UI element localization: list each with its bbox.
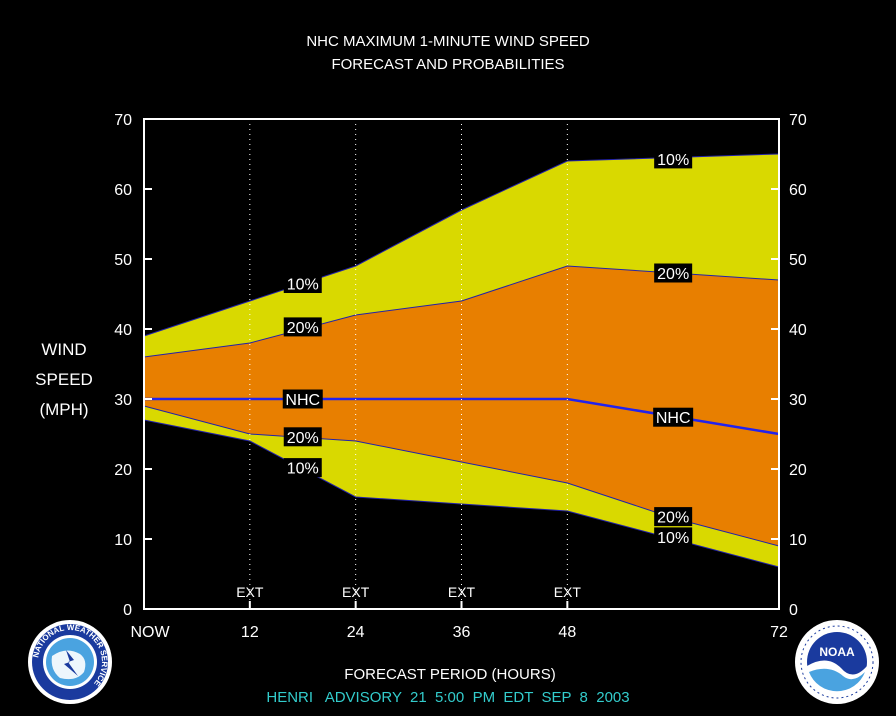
ext-label-48: EXT (554, 584, 582, 600)
series-label-5: NHC (653, 407, 694, 427)
ext-label-36: EXT (448, 584, 476, 600)
y-tick-label-right-10: 10 (789, 532, 807, 549)
x-tick-label-36: 36 (453, 624, 471, 641)
y-label-line-3: (MPH) (39, 400, 88, 419)
series-label-box-8 (654, 507, 693, 527)
x-tick-label-12: 12 (241, 624, 259, 641)
y-tick-label-right-50: 50 (789, 252, 807, 269)
y-label-line-1: WIND (41, 340, 86, 359)
series-label-text-5: NHC (656, 410, 691, 427)
series-label-box-7 (283, 458, 322, 478)
series-label-box-0 (654, 149, 693, 169)
series-label-1: 20% (654, 263, 693, 283)
noaa-logo-text: NOAA (819, 645, 855, 659)
series-label-text-8: 20% (657, 510, 689, 527)
series-label-text-9: 10% (657, 530, 689, 547)
y-axis-label: WIND SPEED (MPH) (35, 340, 93, 419)
y-tick-label-left-0: 0 (123, 602, 132, 619)
series-label-box-3 (283, 317, 322, 337)
nws-logo: NATIONAL WEATHER SERVICE NATIONAL WEATHE… (28, 620, 112, 704)
chart-subtitle: FORECAST AND PROBABILITIES (331, 56, 564, 73)
ext-label-12: EXT (236, 584, 264, 600)
y-tick-label-right-60: 60 (789, 182, 807, 199)
series-label-text-2: 10% (287, 277, 319, 294)
series-label-text-6: 20% (287, 430, 319, 447)
advisory-footer: HENRI ADVISORY 21 5:00 PM EDT SEP 8 2003 (266, 689, 629, 706)
series-label-text-3: 20% (287, 320, 319, 337)
series-label-text-4: NHC (285, 392, 320, 409)
series-label-7: 10% (283, 458, 322, 478)
y-tick-label-right-0: 0 (789, 602, 798, 619)
x-tick-label-now: NOW (130, 624, 170, 641)
series-label-box-2 (283, 274, 322, 293)
plot-area (143, 153, 780, 568)
y-tick-label-left-70: 70 (114, 112, 132, 129)
x-axis-label: FORECAST PERIOD (HOURS) (344, 666, 555, 683)
series-label-box-9 (654, 527, 693, 547)
series-label-box-6 (283, 427, 322, 447)
y-tick-label-left-60: 60 (114, 182, 132, 199)
series-label-6: 20% (283, 427, 322, 447)
series-label-text-0: 10% (657, 152, 689, 169)
ext-markers: EXT EXT EXT EXT (236, 119, 581, 609)
y-tick-label-left-50: 50 (114, 252, 132, 269)
noaa-logo: NOAA (795, 620, 879, 704)
y-label-line-2: SPEED (35, 370, 93, 389)
series-labels: 10% 20% 10% 20% NHC NHC 20% 10% 20% 10% (282, 149, 694, 547)
y-tick-label-right-20: 20 (789, 462, 807, 479)
series-label-box-5 (653, 407, 694, 427)
y-tick-label-left-10: 10 (114, 532, 132, 549)
y-tick-label-left-20: 20 (114, 462, 132, 479)
y-tick-label-right-70: 70 (789, 112, 807, 129)
series-label-8: 20% (654, 507, 693, 527)
y-tick-label-left-40: 40 (114, 322, 132, 339)
series-label-0: 10% (654, 149, 693, 169)
x-tick-label-24: 24 (347, 624, 365, 641)
series-label-3: 20% (283, 317, 322, 337)
series-label-4: NHC (282, 389, 323, 409)
series-label-9: 10% (654, 527, 693, 547)
ext-label-24: EXT (342, 584, 370, 600)
y-tick-label-left-30: 30 (114, 392, 132, 409)
y-tick-label-right-30: 30 (789, 392, 807, 409)
series-label-box-4 (282, 389, 323, 409)
series-label-text-7: 10% (287, 461, 319, 478)
series-label-2: 10% (283, 274, 322, 294)
x-tick-label-72: 72 (770, 624, 788, 641)
x-axis: NOW 12 24 36 48 72 (130, 601, 788, 641)
chart-title: NHC MAXIMUM 1-MINUTE WIND SPEED (306, 33, 590, 50)
series-label-text-1: 20% (657, 266, 689, 283)
y-axis: 0 0 10 10 20 20 30 30 40 40 50 50 60 60 70 70 (114, 112, 807, 619)
series-label-box-1 (654, 263, 693, 283)
y-tick-label-right-40: 40 (789, 322, 807, 339)
x-tick-label-48: 48 (558, 624, 576, 641)
